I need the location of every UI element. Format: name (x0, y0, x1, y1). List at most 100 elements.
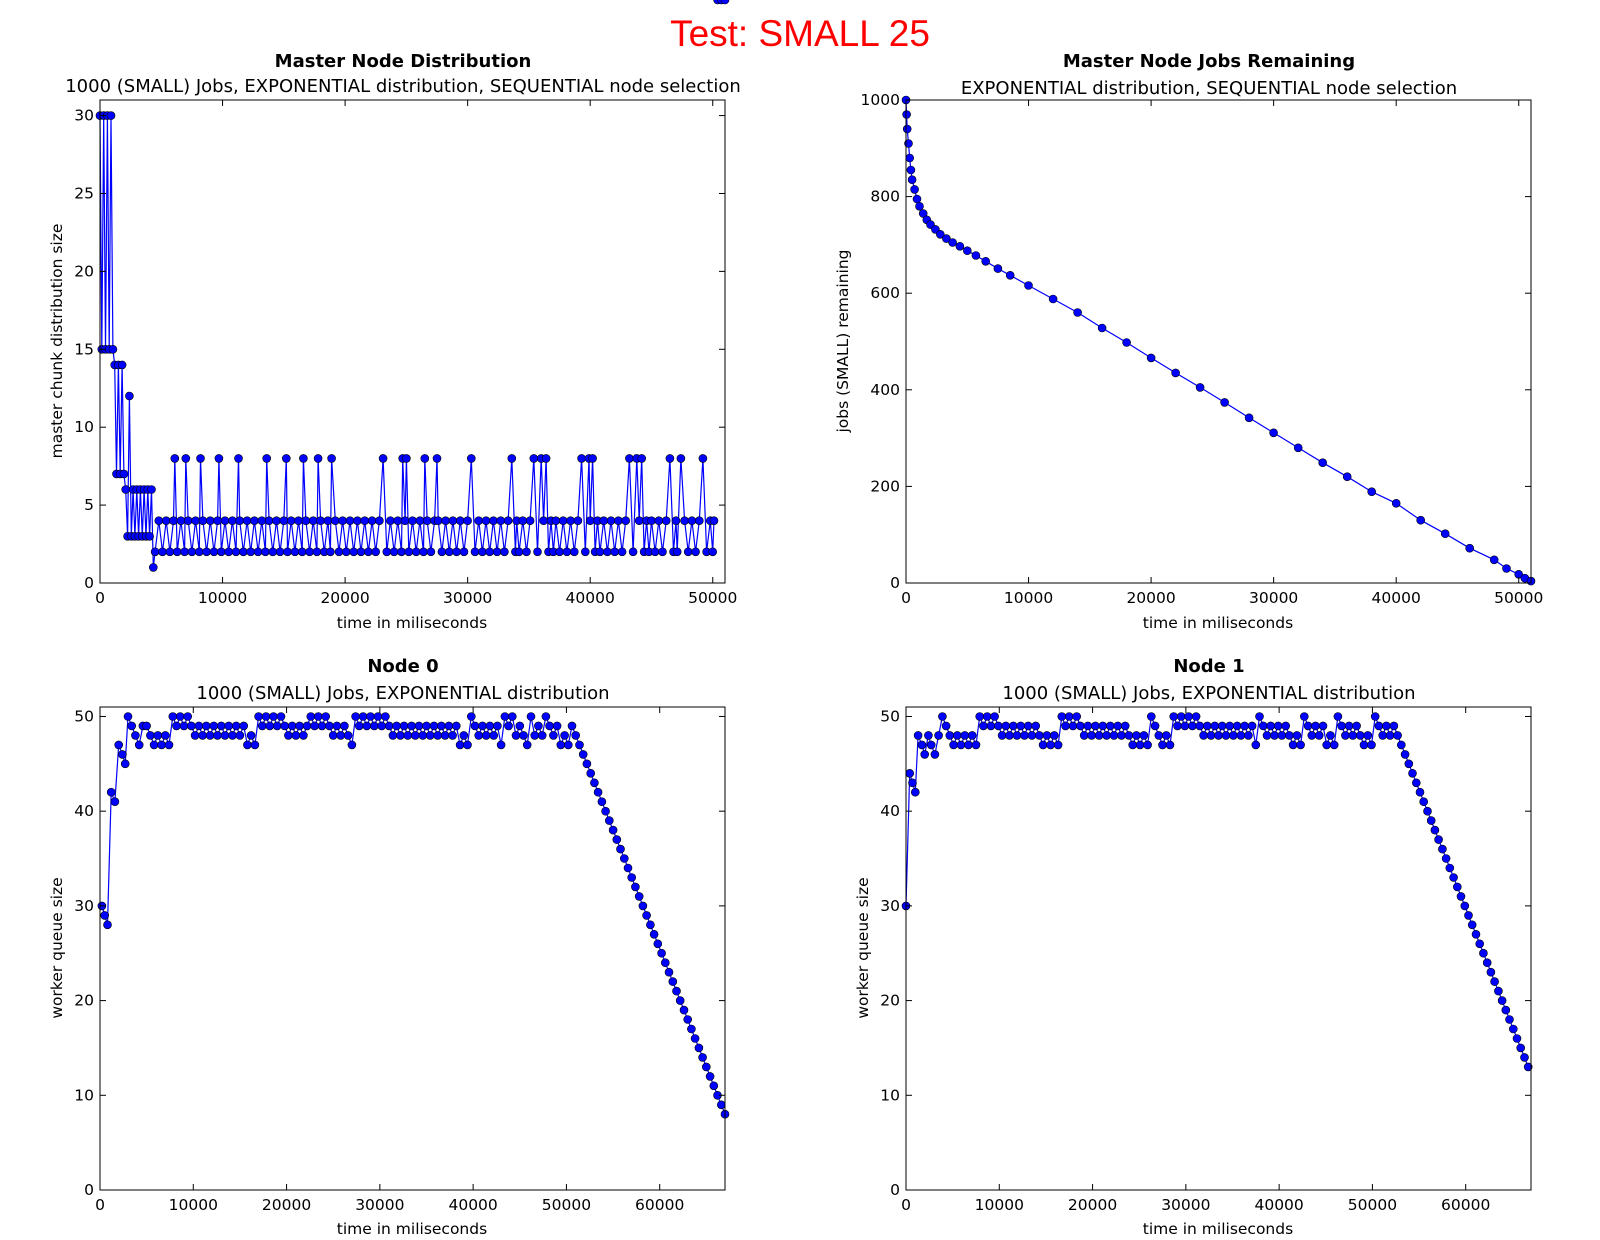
data-point (994, 721, 1003, 731)
data-point (426, 547, 436, 557)
data-point (647, 516, 656, 526)
y-axis-label: jobs (SMALL) remaining (834, 249, 852, 433)
data-point (701, 1062, 711, 1072)
data-point (466, 712, 476, 721)
data-point (328, 731, 338, 740)
data-point (500, 547, 509, 557)
data-point (1120, 721, 1130, 731)
data-point (317, 721, 327, 731)
plot-area (906, 707, 1531, 1190)
data-point (1251, 740, 1261, 750)
data-point (1162, 731, 1171, 740)
subplot-subtitle: 1000 (SMALL) Jobs, EXPONENTIAL distribut… (65, 76, 741, 97)
data-point (1143, 740, 1152, 750)
data-point (698, 1053, 707, 1062)
data-point (1329, 740, 1339, 750)
data-point (1307, 731, 1317, 740)
data-point (1165, 740, 1175, 750)
y-tick-label: 25 (74, 184, 94, 202)
data-point (507, 712, 517, 721)
data-point (1106, 721, 1115, 731)
y-tick-label: 10 (880, 1086, 900, 1104)
data-point (1404, 759, 1414, 769)
data-point (117, 360, 127, 370)
data-point (638, 901, 648, 911)
data-point (153, 731, 163, 740)
data-point (1471, 929, 1481, 939)
data-point (347, 740, 357, 750)
data-point (228, 731, 237, 740)
data-point (265, 721, 275, 731)
data-point (522, 547, 531, 557)
data-point (1020, 731, 1029, 740)
data-point (165, 547, 175, 557)
data-point (1064, 712, 1074, 721)
data-point (386, 516, 395, 526)
data-point (603, 547, 612, 557)
data-point (1180, 721, 1190, 731)
data-point (489, 516, 498, 526)
data-point (154, 516, 164, 526)
data-point (106, 111, 116, 120)
data-point (180, 547, 189, 557)
data-point (444, 721, 454, 731)
data-point (463, 740, 472, 750)
data-point (926, 740, 936, 750)
data-point (1300, 712, 1309, 721)
data-point (1475, 939, 1484, 949)
x-tick-label: 30000 (443, 589, 492, 607)
data-point (1076, 721, 1085, 731)
data-point (118, 750, 127, 759)
data-point (220, 731, 230, 740)
data-point (264, 516, 274, 526)
data-point (614, 516, 623, 526)
data-point (198, 731, 207, 740)
data-point (239, 721, 248, 731)
data-point (1453, 882, 1462, 892)
data-point (297, 547, 307, 557)
data-point (190, 731, 200, 740)
data-point (254, 712, 263, 721)
data-point (455, 740, 465, 750)
data-point (389, 547, 399, 557)
data-point (910, 787, 920, 797)
data-point (541, 454, 551, 463)
data-point (332, 721, 342, 731)
data-point (1203, 721, 1212, 731)
data-point (1046, 740, 1055, 750)
data-point (529, 454, 539, 463)
data-point (149, 563, 158, 572)
data-point (291, 731, 301, 740)
data-point (301, 516, 311, 526)
data-point (1430, 825, 1440, 835)
x-tick-label: 0 (95, 1196, 105, 1214)
data-point (1262, 731, 1272, 740)
data-point (489, 731, 499, 740)
data-point (1266, 721, 1275, 731)
data-point (1171, 368, 1180, 378)
data-point (358, 712, 368, 721)
data-point (399, 721, 409, 731)
data-point (172, 547, 182, 557)
data-point (234, 454, 243, 463)
data-point (164, 740, 174, 750)
x-tick-label: 30000 (1249, 589, 1298, 607)
data-point (306, 712, 316, 721)
data-point (619, 854, 629, 863)
data-point (1326, 731, 1335, 740)
data-point (242, 516, 252, 526)
data-point (1523, 1062, 1533, 1072)
data-point (504, 721, 513, 731)
data-point (1370, 712, 1380, 721)
data-point (503, 516, 513, 526)
data-point (369, 721, 379, 731)
data-point (378, 454, 388, 463)
x-tick-label: 10000 (1004, 589, 1053, 607)
data-point (294, 516, 303, 526)
data-point (330, 516, 340, 526)
data-point (500, 712, 510, 721)
data-point (1061, 721, 1070, 731)
data-point (145, 531, 154, 541)
data-point (1397, 740, 1406, 750)
data-point (356, 547, 366, 557)
